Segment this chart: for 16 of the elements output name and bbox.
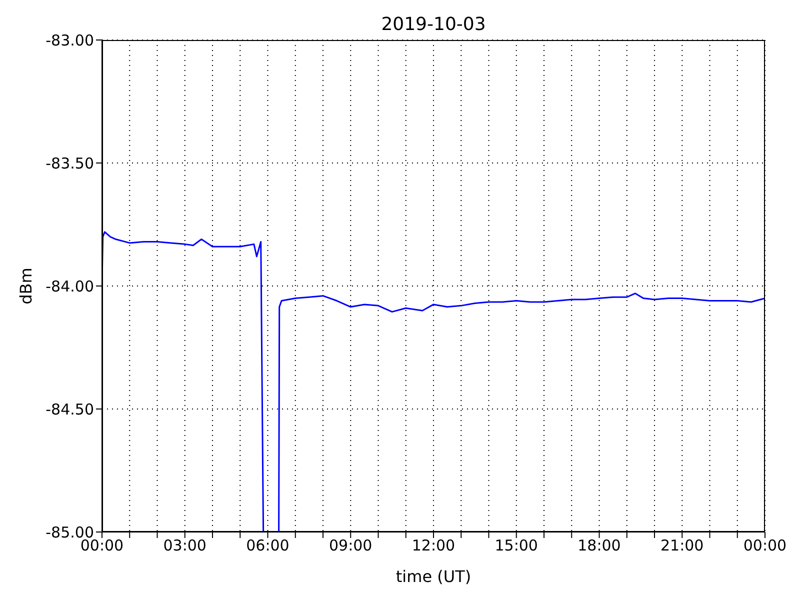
- chart-title: 2019-10-03: [380, 14, 487, 35]
- y-tick-label: -83.50: [46, 154, 94, 172]
- x-tick-label: 21:00: [660, 536, 704, 555]
- y-tick-label: -83.00: [46, 31, 94, 50]
- x-tick-label: 03:00: [163, 536, 206, 555]
- y-axis-title: dBm: [16, 268, 36, 304]
- x-tick-label: 18:00: [578, 536, 621, 555]
- x-tick-label: 06:00: [246, 536, 290, 555]
- x-tick-label: 00:00: [80, 536, 124, 555]
- y-tick-label: -84.50: [46, 400, 94, 418]
- x-tick-label: 09:00: [329, 536, 372, 555]
- x-axis-title: time (UT): [396, 567, 472, 586]
- x-tick-label: 00:00: [743, 536, 787, 555]
- x-tick-label: 12:00: [412, 536, 456, 555]
- x-tick-label: 15:00: [494, 536, 538, 555]
- y-tick-label: -84.00: [46, 277, 94, 296]
